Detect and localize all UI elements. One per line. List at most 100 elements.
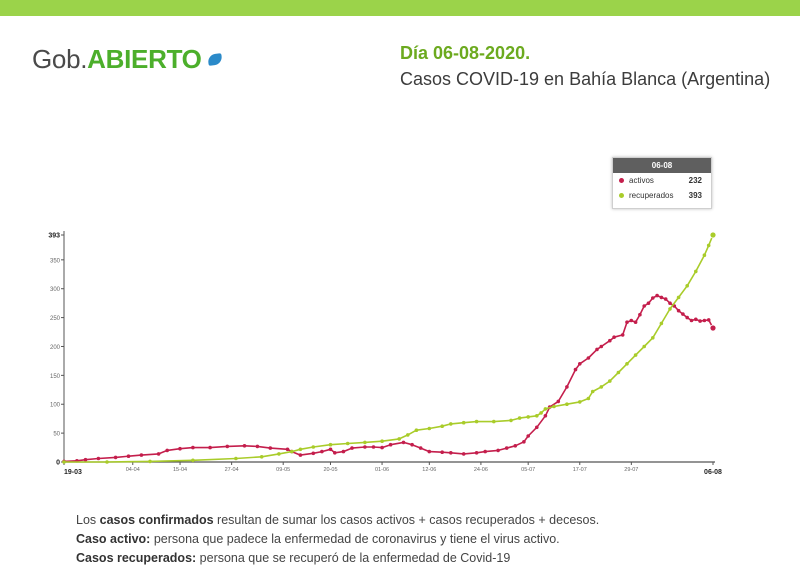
legend-date-header: 06-08 [613, 158, 711, 173]
activos-point [427, 449, 432, 454]
covid-line-chart: 0 50 100 150 200 250 300 350 393 19-03 04-04 15-04 2… [48, 231, 722, 476]
recuperados-point [509, 418, 513, 423]
legend-item-activos: activos 232 [613, 173, 711, 188]
recuperados-point [363, 440, 367, 445]
x-tick-label: 15-04 [173, 467, 187, 473]
activos-point [363, 445, 367, 449]
date-title: Día 06-08-2020. [400, 43, 531, 63]
recuperados-point [702, 253, 707, 257]
recuperados-point [586, 396, 591, 401]
recuperados-point [517, 416, 522, 420]
activos-point [113, 455, 118, 460]
activos-dot-icon [619, 178, 624, 183]
activos-point [380, 445, 384, 450]
recuperados-series-line [64, 234, 714, 463]
activos-point [401, 440, 406, 445]
activos-last-point [709, 324, 717, 332]
legend-label: activos [629, 176, 654, 185]
activos-point [225, 444, 230, 449]
activos-point [126, 454, 131, 458]
activos-point [702, 318, 707, 323]
definitions-notes: Los casos confirmados resultan de sumar … [76, 511, 599, 568]
activos-point [578, 362, 582, 366]
activos-point [535, 425, 539, 430]
y-tick-label: 150 [50, 374, 61, 380]
y-tick-label: 0 [56, 460, 60, 467]
recuperados-point [552, 404, 556, 409]
recuperados-point [539, 411, 543, 415]
recuperados-point [461, 420, 466, 425]
activos-point [625, 320, 629, 324]
note-confirmados: Los casos confirmados resultan de sumar … [76, 513, 600, 527]
activos-point [543, 414, 548, 418]
activos-point [646, 301, 651, 305]
recuperados-point [328, 442, 333, 447]
y-tick-label: 393 [48, 233, 60, 240]
activos-point [573, 367, 578, 372]
activos-point [268, 446, 273, 450]
recuperados-point [298, 447, 303, 452]
activos-point [504, 446, 509, 450]
activos-point [483, 449, 488, 454]
recuperados-point [565, 402, 569, 406]
x-tick-label: 01-06 [375, 467, 389, 473]
activos-point [350, 446, 354, 450]
activos-point [620, 333, 625, 337]
recuperados-point [578, 400, 582, 404]
note-activo: Caso activo: persona que padece la enfer… [76, 532, 560, 546]
activos-point [440, 450, 445, 454]
recuperados-point [406, 433, 410, 437]
y-tick-label: 50 [53, 432, 60, 438]
recuperados-point [599, 385, 604, 389]
x-tick-label: 05-07 [521, 467, 535, 473]
recuperados-point [380, 439, 384, 443]
top-accent-bar [0, 0, 800, 16]
activos-point [333, 451, 337, 455]
x-tick-label: 09-05 [276, 467, 290, 473]
legend-item-recuperados: recuperados 393 [613, 188, 711, 203]
recuperados-last-point [709, 231, 717, 239]
recuperados-point [616, 370, 621, 375]
y-tick-label: 300 [50, 287, 61, 293]
activos-point [642, 304, 646, 308]
recuperados-point [694, 269, 698, 274]
activos-point [638, 312, 642, 317]
activos-point [663, 297, 668, 301]
activos-point [285, 447, 290, 452]
x-tick-label: 29-07 [624, 467, 638, 473]
activos-point [659, 295, 664, 300]
activos-point [526, 434, 530, 438]
activos-point [689, 318, 694, 323]
activos-point [242, 444, 247, 448]
activos-point [388, 442, 393, 447]
recuperados-point [345, 441, 350, 446]
activos-point [513, 444, 518, 448]
y-tick-label: 100 [50, 403, 61, 409]
recuperados-dot-icon [619, 193, 624, 198]
activos-point [629, 318, 634, 323]
logo-strong-text: ABIERTO [87, 44, 202, 74]
logo-drop-icon [206, 53, 223, 66]
recuperados-point [105, 460, 109, 464]
recuperados-point [474, 419, 479, 424]
activos-point [474, 451, 479, 455]
recuperados-point [625, 362, 629, 366]
recuperados-point [526, 415, 530, 419]
activos-point [698, 319, 702, 323]
activos-point [83, 457, 88, 462]
recuperados-point [397, 437, 402, 441]
logo-prefix: Gob. [32, 44, 88, 74]
activos-point [371, 445, 376, 449]
activos-point [298, 453, 303, 457]
recuperados-point [676, 295, 681, 300]
recuperados-point [642, 344, 646, 349]
recuperados-point [590, 389, 595, 394]
recuperados-point [191, 458, 195, 463]
activos-point [191, 445, 195, 450]
gob-abierto-logo: Gob.ABIERTO [32, 44, 223, 75]
activos-point [668, 301, 672, 305]
recuperados-point [449, 422, 453, 426]
activos-series-line [63, 294, 714, 463]
recuperados-point [277, 452, 281, 456]
recuperados-point [234, 456, 238, 461]
